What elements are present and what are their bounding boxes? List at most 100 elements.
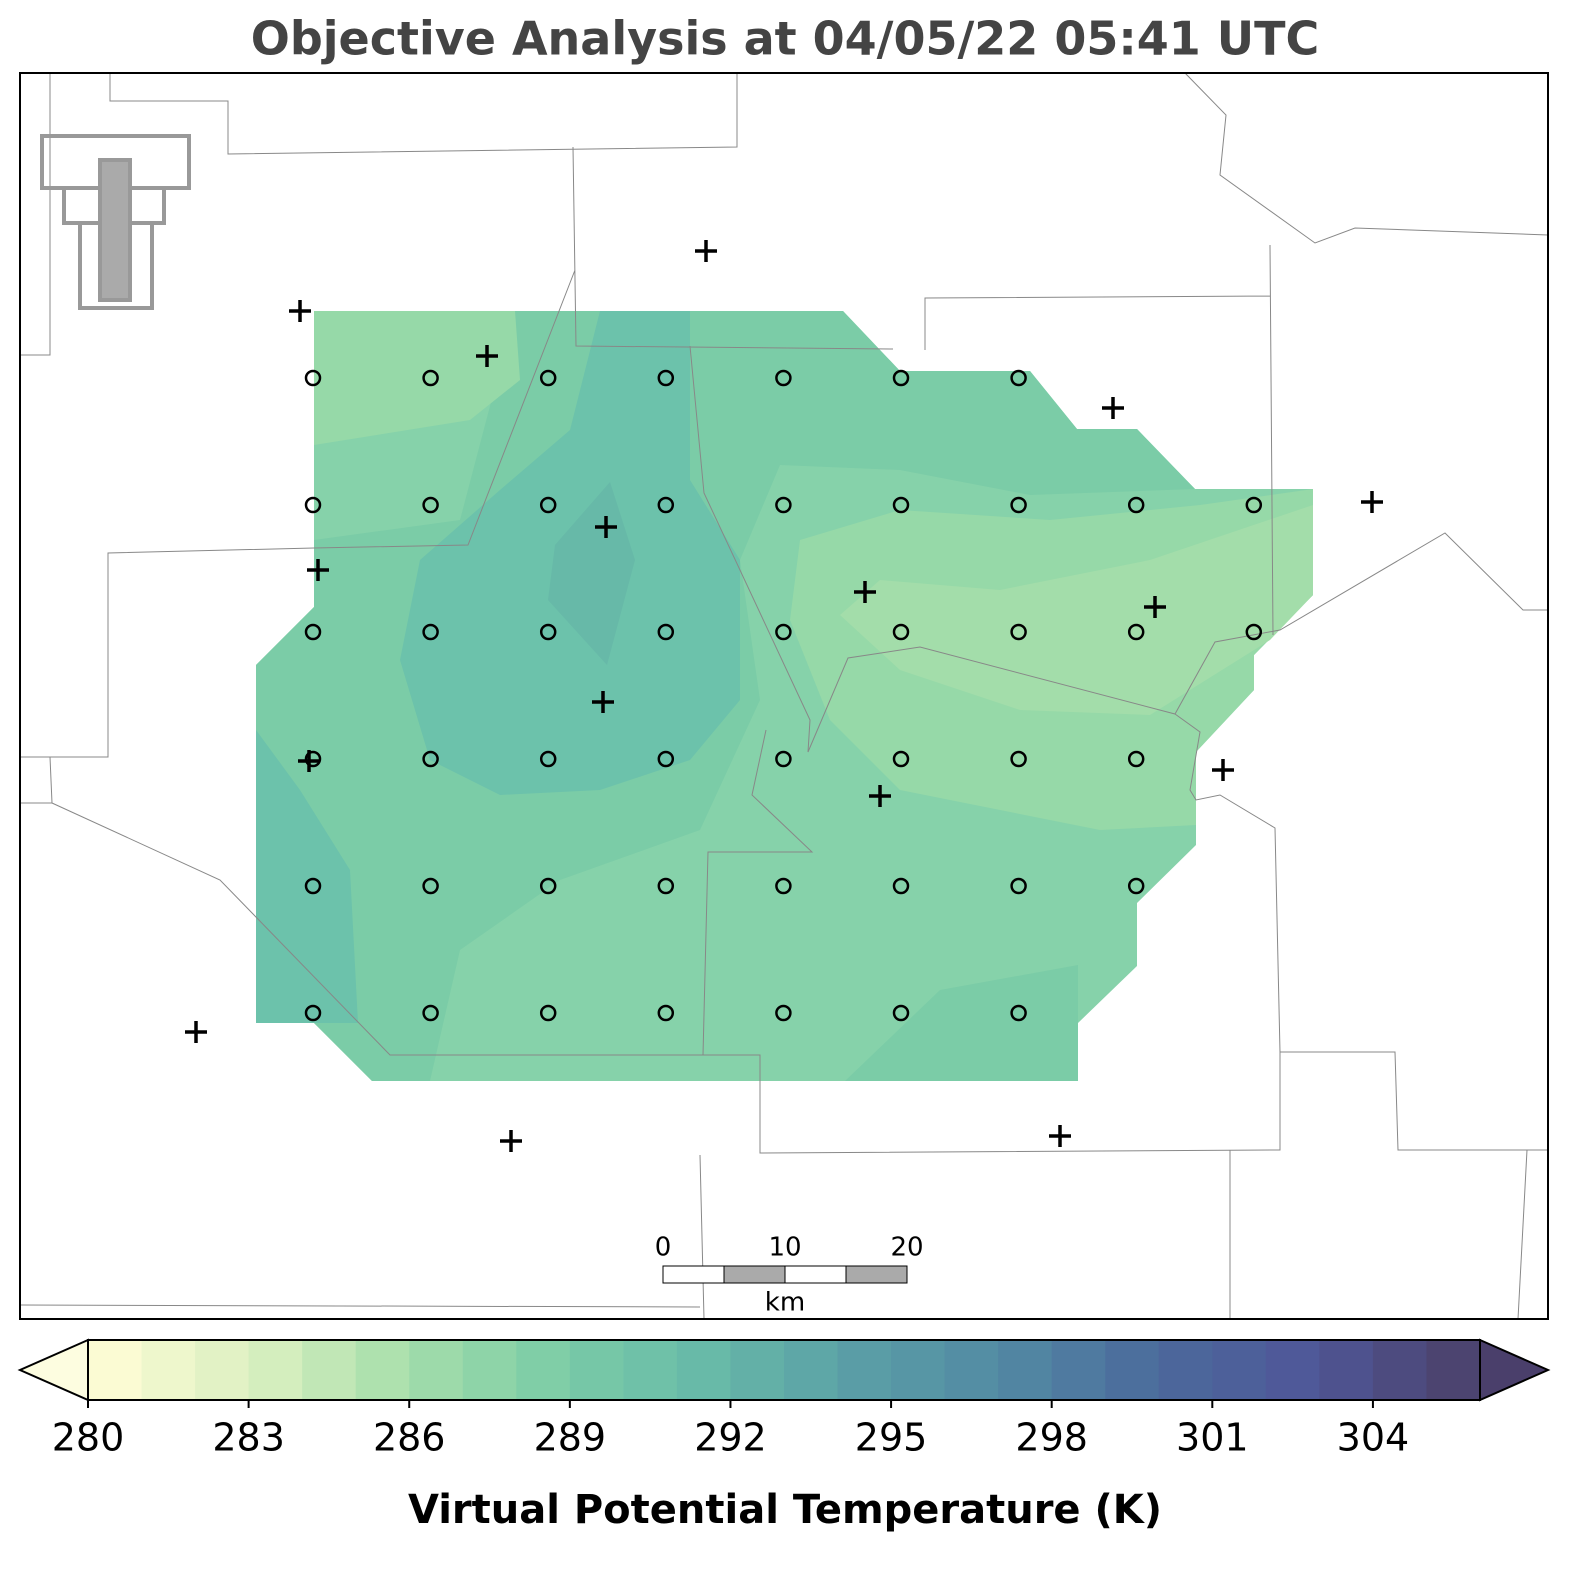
grid-point (422, 623, 439, 641)
grid-point (304, 369, 322, 387)
colorbar-bin (516, 1340, 571, 1400)
colorbar-tick-label: 292 (694, 1416, 767, 1460)
station (500, 1130, 522, 1152)
grid-point (304, 877, 322, 895)
grid-point (422, 496, 439, 514)
scale-label: 20 (890, 1233, 923, 1263)
station (1144, 596, 1166, 618)
colorbar-tick-label: 301 (1176, 1416, 1249, 1460)
colorbar-bin (88, 1340, 143, 1400)
colorbar-bin (302, 1340, 357, 1400)
grid-point (657, 369, 675, 387)
grid-point (539, 369, 557, 387)
station (289, 300, 311, 322)
station (695, 240, 717, 262)
grid-point (539, 877, 557, 895)
colorbar-bin (1372, 1340, 1427, 1400)
colorbar-bin (676, 1340, 731, 1400)
grid-point (539, 1004, 557, 1022)
stations (185, 240, 1383, 1152)
colorbar-bin (1265, 1340, 1320, 1400)
grid-point (775, 750, 792, 768)
colorbar-bin (1319, 1340, 1374, 1400)
colorbar-bin (409, 1340, 464, 1400)
colorbar-tick-label: 289 (534, 1416, 607, 1460)
grid-point (775, 877, 792, 895)
title: Objective Analysis at 04/05/22 05:41 UTC (251, 12, 1320, 66)
grid-point (775, 623, 792, 641)
station (595, 516, 617, 538)
logo (40, 134, 191, 310)
grid-point (657, 496, 675, 514)
colorbar-extend-low (17, 1338, 89, 1402)
grid-point (539, 750, 557, 768)
colorbar-tick-label: 283 (212, 1416, 285, 1460)
grid-point (657, 1004, 675, 1022)
contour-band (845, 965, 1078, 1081)
colorbar-tick-label: 298 (1015, 1416, 1088, 1460)
station (298, 750, 320, 772)
colorbar-label: Virtual Potential Temperature (K) (408, 1487, 1162, 1533)
scale-label: 0 (655, 1233, 672, 1263)
station (1361, 491, 1383, 513)
grid-point (1127, 877, 1145, 895)
grid-point (775, 369, 792, 387)
grid-point (892, 369, 910, 387)
colorbar-bin (944, 1340, 999, 1400)
scale-unit: km (765, 1288, 805, 1318)
grid-point (422, 1004, 439, 1022)
colorbar-bin (248, 1340, 303, 1400)
colorbar-tick-label: 280 (52, 1416, 125, 1460)
station (1212, 759, 1234, 781)
colorbar-bin (1212, 1340, 1267, 1400)
scale-bar: 0 10 20 km (655, 1233, 924, 1318)
colorbar-tick-label: 304 (1337, 1416, 1410, 1460)
grid-point (422, 750, 439, 768)
grid-point (892, 496, 910, 514)
grid-point (1010, 369, 1027, 387)
grid-point (775, 496, 792, 514)
grid-point (1127, 496, 1145, 514)
grid-point (657, 877, 675, 895)
map: 0 10 20 km (19, 72, 1549, 1320)
contour-band (840, 505, 1313, 715)
colorbar-bin (998, 1340, 1053, 1400)
grid-point (1010, 750, 1027, 768)
colorbar-tick-label: 295 (855, 1416, 928, 1460)
scale-label: 10 (768, 1233, 801, 1263)
station (592, 691, 614, 713)
colorbar-bin (784, 1340, 839, 1400)
grid-point (1245, 496, 1263, 514)
colorbar-bin (355, 1340, 410, 1400)
station (869, 785, 891, 807)
station (1102, 397, 1124, 419)
colorbar-bin (623, 1340, 678, 1400)
grid-point (304, 623, 322, 641)
station (476, 345, 498, 367)
county-lines (19, 72, 1549, 1320)
contour-band (314, 311, 520, 445)
grid-point (892, 623, 910, 641)
grid-point (892, 1004, 910, 1022)
grid-point (1010, 1004, 1027, 1022)
grid-point (1127, 623, 1145, 641)
colorbar-bin (730, 1340, 785, 1400)
grid-point (539, 496, 557, 514)
colorbar-bin (569, 1340, 624, 1400)
colorbar-bin (1426, 1340, 1481, 1400)
grid-point (304, 1004, 322, 1022)
colorbar-bin (837, 1340, 892, 1400)
colorbar-extend-high (1479, 1338, 1551, 1402)
station (854, 581, 876, 603)
grid-point (539, 623, 557, 641)
colorbar-bin (195, 1340, 250, 1400)
grid-points (304, 369, 1263, 1022)
colorbar-bin (1051, 1340, 1106, 1400)
grid-point (892, 750, 910, 768)
colorbar-bin (1105, 1340, 1160, 1400)
grid-point (1127, 750, 1145, 768)
grid-point (657, 623, 675, 641)
grid-point (304, 496, 322, 514)
grid-point (657, 750, 675, 768)
grid-point (422, 877, 439, 895)
